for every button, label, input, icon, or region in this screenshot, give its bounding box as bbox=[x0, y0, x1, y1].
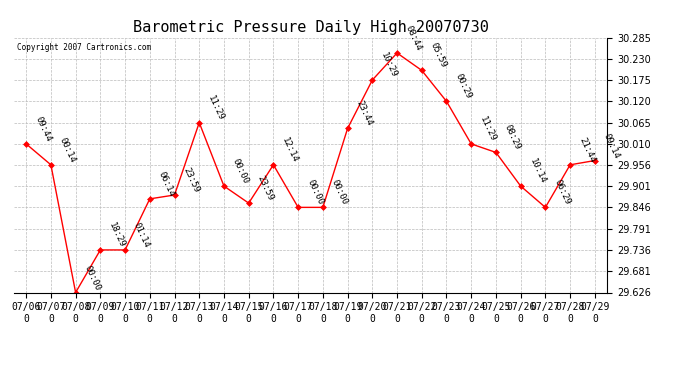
Text: 23:59: 23:59 bbox=[255, 174, 275, 202]
Text: 12:14: 12:14 bbox=[280, 136, 300, 164]
Text: 00:00: 00:00 bbox=[231, 157, 250, 185]
Text: 00:14: 00:14 bbox=[58, 136, 77, 164]
Text: 21:44: 21:44 bbox=[577, 136, 597, 164]
Text: 06:14: 06:14 bbox=[157, 170, 176, 198]
Text: 00:29: 00:29 bbox=[453, 72, 473, 100]
Text: 23:59: 23:59 bbox=[181, 166, 201, 194]
Text: 09:14: 09:14 bbox=[602, 132, 621, 160]
Text: 00:00: 00:00 bbox=[305, 178, 324, 207]
Text: 09:44: 09:44 bbox=[33, 115, 52, 143]
Text: 06:29: 06:29 bbox=[552, 178, 572, 207]
Title: Barometric Pressure Daily High 20070730: Barometric Pressure Daily High 20070730 bbox=[132, 20, 489, 35]
Text: 01:14: 01:14 bbox=[132, 221, 152, 249]
Text: 00:00: 00:00 bbox=[83, 264, 102, 292]
Text: 11:29: 11:29 bbox=[478, 115, 497, 143]
Text: 05:59: 05:59 bbox=[428, 42, 448, 70]
Text: 08:44: 08:44 bbox=[404, 24, 424, 52]
Text: 10:14: 10:14 bbox=[528, 157, 547, 185]
Text: 18:29: 18:29 bbox=[107, 221, 127, 249]
Text: Copyright 2007 Cartronics.com: Copyright 2007 Cartronics.com bbox=[17, 43, 151, 52]
Text: 23:44: 23:44 bbox=[355, 99, 374, 128]
Text: 10:29: 10:29 bbox=[380, 51, 399, 79]
Text: 00:00: 00:00 bbox=[330, 178, 349, 207]
Text: 11:29: 11:29 bbox=[206, 94, 226, 122]
Text: 08:29: 08:29 bbox=[503, 123, 522, 152]
